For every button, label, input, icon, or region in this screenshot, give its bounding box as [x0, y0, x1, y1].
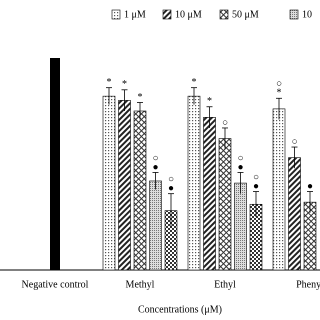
significance-mark: ○: [291, 136, 297, 147]
significance-mark: *: [207, 96, 212, 107]
control-bar: [50, 58, 60, 270]
significance-mark: ●: [307, 181, 313, 192]
significance-mark: ○: [276, 79, 282, 90]
bar: [187, 95, 201, 271]
x-tick-label: Methyl: [126, 279, 155, 290]
significance-mark: *: [122, 79, 127, 90]
x-tick-label: Ethyl: [214, 279, 236, 290]
legend-label: 10: [302, 9, 312, 20]
significance-mark: *: [138, 92, 143, 103]
significance-mark: *: [277, 88, 282, 99]
significance-mark: ●: [168, 183, 174, 194]
bar: [102, 95, 116, 271]
significance-mark: ○: [168, 174, 174, 185]
significance-mark: ●: [253, 181, 259, 192]
significance-mark: ●: [237, 162, 243, 173]
legend-swatch: [219, 9, 229, 20]
legend-label: 1 μM: [124, 9, 146, 20]
bar: [288, 157, 301, 271]
significance-mark: ○: [152, 153, 158, 164]
x-axis-title: Concentrations (μM): [138, 304, 222, 315]
significance-mark: *: [107, 77, 112, 88]
bar: [149, 180, 162, 271]
bar: [118, 100, 131, 271]
bar: [218, 138, 232, 271]
bar: [203, 117, 216, 271]
significance-mark: ○: [222, 117, 228, 128]
legend-label: 50 μM: [232, 9, 259, 20]
x-tick-label: Phenyl: [296, 279, 320, 290]
bar: [133, 110, 147, 271]
bar: [234, 182, 247, 271]
x-tick-label: Negative control: [22, 279, 89, 290]
significance-mark: *: [192, 77, 197, 88]
significance-mark: ○: [237, 153, 243, 164]
bar: [272, 108, 286, 271]
significance-mark: ●: [152, 162, 158, 173]
significance-mark: ○: [253, 172, 259, 183]
legend-swatch: [111, 9, 121, 20]
legend-swatch: [289, 9, 299, 20]
legend-swatch: [162, 9, 172, 20]
legend-label: 10 μM: [175, 9, 202, 20]
